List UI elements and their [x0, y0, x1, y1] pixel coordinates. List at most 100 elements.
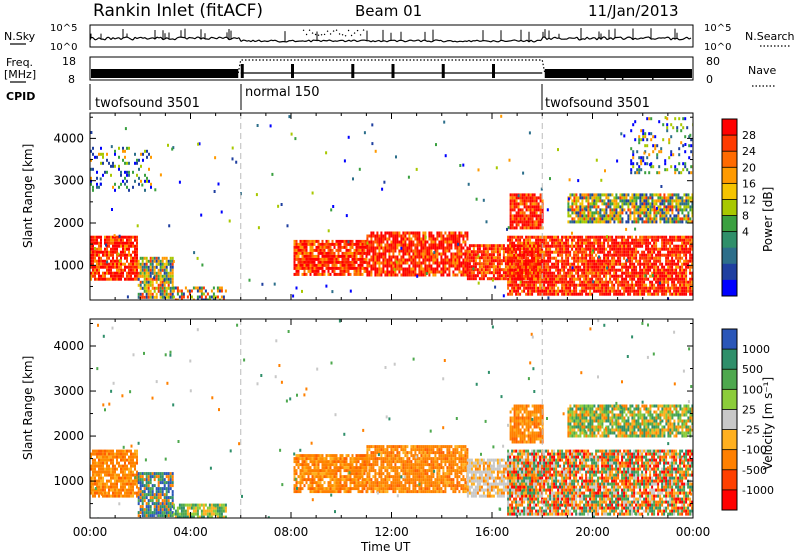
scatter-cell [295, 245, 298, 249]
scatter-cell [625, 262, 628, 266]
scatter-cell [567, 205, 570, 209]
scatter-cell [547, 274, 550, 278]
scatter-cell [309, 242, 312, 246]
noise-sky-trace [590, 37, 594, 40]
scatter-cell [567, 211, 570, 215]
scatter-cell [603, 250, 606, 254]
scatter-cell [430, 240, 433, 244]
scatter-cell [631, 193, 634, 197]
scatter-cell [585, 271, 588, 275]
scatter-cell [365, 254, 368, 258]
scatter-cell [153, 276, 156, 280]
scatter-cell [515, 286, 518, 290]
scatter-cell [681, 208, 684, 212]
scatter-cell [645, 205, 648, 209]
scatter-cell [683, 289, 686, 293]
scatter-cell [186, 289, 189, 293]
scatter-cell [651, 202, 654, 206]
scatter-cell [438, 234, 441, 238]
scatter-cell [297, 242, 300, 246]
noise-sky-trace [240, 39, 244, 42]
scatter-cell [613, 277, 616, 281]
scatter-cell [565, 271, 568, 275]
scatter-cell [126, 146, 128, 150]
scatter-cell [169, 256, 172, 260]
scatter-cell [537, 289, 540, 293]
scatter-cell [583, 277, 586, 281]
scatter-cell [679, 202, 682, 206]
scatter-cell [347, 272, 350, 276]
scatter-cell [110, 250, 112, 254]
scatter-cell [504, 250, 507, 254]
scatter-cell [685, 253, 688, 257]
scatter-cell [456, 249, 459, 253]
scatter-cell [323, 242, 326, 246]
scatter-cell [410, 246, 413, 250]
scatter-cell [653, 256, 656, 260]
noise-sky-trace [172, 38, 176, 41]
scatter-cell [402, 255, 405, 259]
scatter-cell [641, 199, 644, 203]
scatter-cell [681, 196, 684, 200]
scatter-cell [382, 258, 385, 262]
noise-sky-trace [540, 36, 544, 41]
noise-search-dot [317, 34, 320, 36]
scatter-cell [685, 238, 688, 242]
scatter-cell [122, 238, 124, 242]
scatter-cell [617, 283, 620, 287]
scatter-cell [466, 262, 469, 266]
scatter-cell [388, 270, 391, 274]
scatter-cell [679, 253, 682, 257]
scatter-cell [649, 253, 652, 257]
scatter-cell [657, 265, 660, 269]
scatter-cell [442, 234, 445, 238]
scatter-cell [621, 274, 624, 278]
noise-sky-trace [676, 37, 680, 41]
scatter-cell [607, 259, 610, 263]
scatter-cell [541, 268, 544, 272]
scatter-cell [547, 247, 550, 251]
scatter-cell [392, 255, 395, 259]
scatter-cell [507, 268, 510, 272]
scatter-cell [134, 238, 136, 242]
scatter-cell [126, 247, 128, 251]
scatter-cell [683, 247, 686, 251]
scatter-cell [522, 277, 525, 281]
scatter-cell [615, 217, 618, 221]
scatter-cell [539, 193, 542, 197]
scatter-cell [689, 286, 692, 290]
noise-sky-trace [326, 39, 330, 42]
scatter-cell [687, 220, 690, 224]
scatter-cell [587, 220, 590, 224]
scatter-cell [513, 283, 516, 287]
scatter-cell [216, 289, 219, 293]
scatter-cell [90, 253, 92, 257]
scatter-cell [420, 270, 423, 274]
scatter-cell [402, 237, 405, 241]
scatter-cell [545, 280, 548, 284]
scatter-cell [128, 235, 130, 239]
scatter-cell [90, 167, 92, 171]
scatter-cell [679, 280, 682, 284]
scatter-cell [667, 241, 670, 245]
scatter-cell [609, 235, 612, 239]
scatter-cell [664, 159, 667, 163]
noise-sky-trace [638, 37, 642, 40]
scatter-cell [685, 244, 688, 248]
scatter-cell [374, 261, 377, 265]
scatter-cell [675, 256, 678, 260]
scatter-cell [157, 271, 160, 275]
scatter-cell [434, 252, 437, 256]
scatter-cell [102, 259, 104, 263]
scatter-cell [629, 208, 632, 212]
noise-sky-trace [462, 40, 466, 43]
scatter-cell [456, 246, 459, 250]
scatter-cell [619, 196, 622, 200]
scatter-cell [589, 250, 592, 254]
scatter-cell [642, 156, 645, 160]
scatter-cell [104, 262, 106, 266]
scatter-cell [511, 202, 514, 206]
scatter-cell [673, 280, 676, 284]
scatter-cell [667, 250, 670, 254]
scatter-cell [523, 241, 526, 245]
